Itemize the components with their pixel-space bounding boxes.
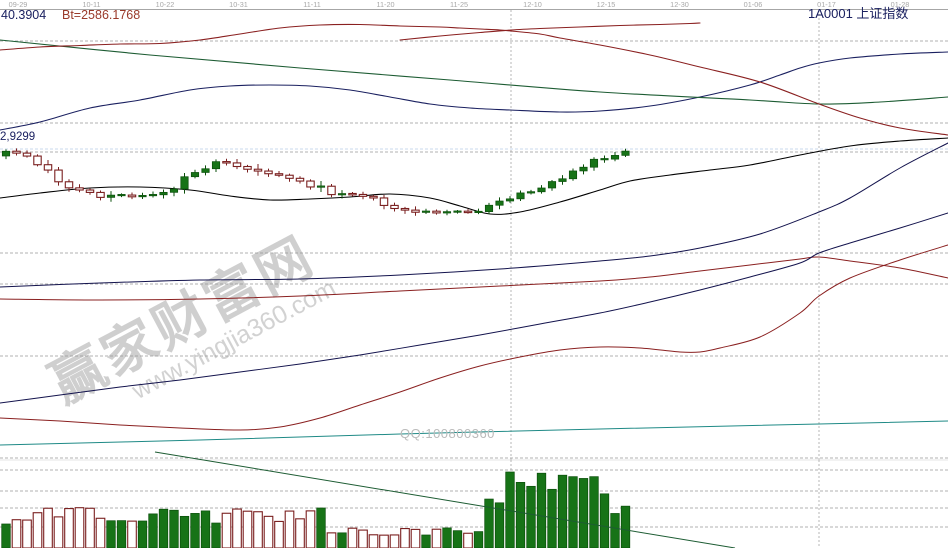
- svg-text:Bt=2586.1768: Bt=2586.1768: [62, 8, 140, 22]
- svg-text:12-10: 12-10: [523, 0, 542, 9]
- svg-text:2,9299: 2,9299: [0, 131, 35, 143]
- svg-text:12-15: 12-15: [597, 0, 616, 9]
- svg-text:1A0001 上证指数: 1A0001 上证指数: [808, 6, 908, 21]
- svg-text:12-30: 12-30: [670, 0, 689, 9]
- svg-text:10-31: 10-31: [229, 0, 248, 9]
- svg-text:11-20: 11-20: [376, 0, 394, 9]
- svg-text:10-22: 10-22: [156, 0, 175, 9]
- svg-text:QQ:100800360: QQ:100800360: [400, 426, 495, 441]
- svg-text:40.3904: 40.3904: [1, 8, 46, 22]
- svg-text:01-06: 01-06: [744, 0, 763, 9]
- svg-text:11-25: 11-25: [450, 0, 468, 9]
- svg-text:11-11: 11-11: [303, 0, 321, 9]
